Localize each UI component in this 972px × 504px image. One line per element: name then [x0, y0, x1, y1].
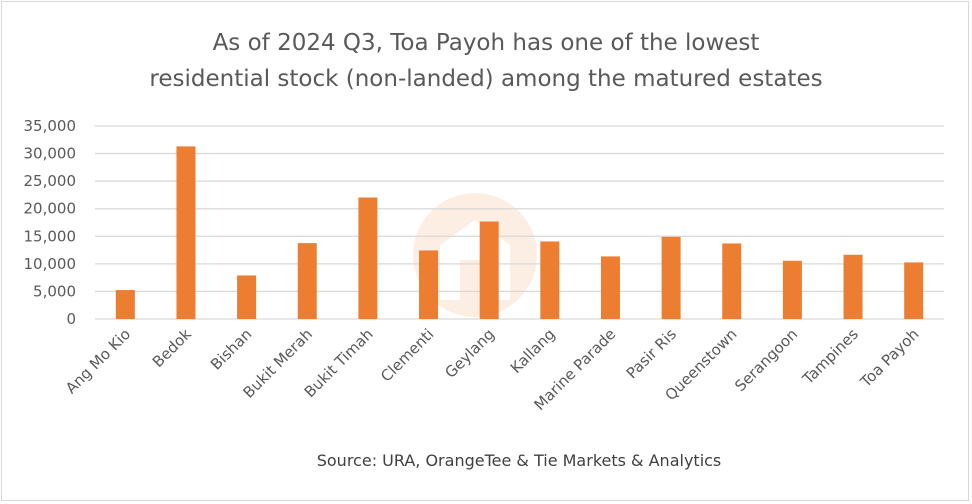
y-tick-label: 10,000 [24, 255, 77, 273]
watermark-logo-circle [413, 193, 537, 317]
x-tick-label: Bishan [207, 325, 255, 373]
chart-title-line-2: residential stock (non-landed) among the… [149, 66, 822, 92]
y-tick-label: 15,000 [24, 227, 77, 245]
y-tick-label: 25,000 [24, 172, 77, 190]
bar-queenstown [722, 243, 742, 319]
bar-ang-mo-kio [115, 290, 135, 319]
bar-bedok [176, 146, 196, 319]
bar-tampines [843, 254, 863, 319]
x-tick-label: Bedok [149, 325, 195, 371]
source-note: Source: URA, OrangeTee & Tie Markets & A… [317, 451, 722, 470]
y-tick-label: 0 [66, 310, 76, 328]
bar-bishan [237, 275, 257, 319]
x-tick-label: Pasir Ris [623, 325, 680, 382]
y-tick-label: 20,000 [24, 200, 77, 218]
bar-pasir-ris [661, 236, 681, 319]
y-tick-label: 5,000 [33, 282, 76, 300]
bar-toa-payoh [904, 262, 924, 319]
bar-geylang [479, 221, 499, 319]
x-tick-label: Kallang [507, 325, 559, 377]
bar-bukit-merah [297, 243, 317, 319]
x-tick-label: Geylang [441, 325, 498, 382]
bar-marine-parade [600, 256, 620, 319]
bar-serangoon [782, 260, 802, 319]
x-tick-label: Serangoon [731, 325, 801, 395]
x-tick-label: Tampines [798, 325, 862, 389]
bar-kallang [540, 241, 560, 319]
x-tick-label: Toa Payoh [856, 325, 922, 391]
bar-clementi [419, 250, 439, 319]
bar-bukit-timah [358, 197, 378, 319]
y-tick-label: 30,000 [24, 145, 77, 163]
chart-title-line-1: As of 2024 Q3, Toa Payoh has one of the … [213, 30, 760, 56]
x-tick-label: Clementi [377, 325, 437, 385]
x-tick-label: Ang Mo Kio [62, 325, 134, 397]
y-tick-label: 35,000 [24, 117, 77, 135]
